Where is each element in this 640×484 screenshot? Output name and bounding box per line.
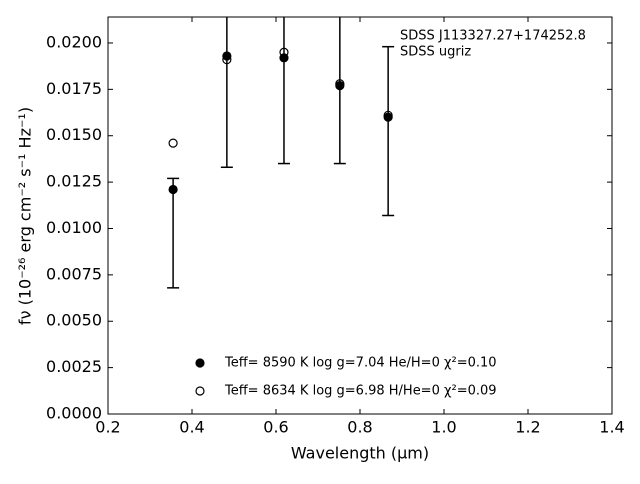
y-tick-label: 0.0050 (46, 311, 102, 330)
point (383, 110, 393, 120)
legend-marker (195, 358, 205, 368)
x-tick-label: 1.4 (599, 418, 624, 437)
point (335, 81, 345, 91)
y-tick-label: 0.0100 (46, 218, 102, 237)
point (279, 47, 289, 57)
y-tick-label: 0.0200 (46, 32, 102, 51)
y-tick-label: 0.0175 (46, 79, 102, 98)
y-tick-label: 0.0150 (46, 125, 102, 144)
plot-frame (107, 16, 613, 415)
legend-label: Teff= 8590 K log g=7.04 He/H=0 χ²=0.10 (224, 356, 497, 371)
legend-marker (195, 386, 205, 396)
annotation: SDSS ugriz (400, 45, 471, 60)
x-axis-label: Wavelength (μm) (291, 444, 429, 463)
x-tick-label: 0.2 (95, 418, 120, 437)
y-tick-label: 0.0025 (46, 357, 102, 376)
y-tick-label: 0.0125 (46, 172, 102, 191)
legend-label: Teff= 8634 K log g=6.98 H/He=0 χ²=0.09 (224, 384, 497, 399)
point (222, 55, 232, 65)
y-tick-label: 0.0075 (46, 264, 102, 283)
x-tick-label: 1.0 (431, 418, 456, 437)
x-tick-label: 0.6 (263, 418, 288, 437)
point (168, 184, 178, 195)
x-tick-label: 0.4 (179, 418, 204, 437)
y-axis-label: fν (10⁻²⁶ erg cm⁻² s⁻¹ Hz⁻¹) (16, 107, 35, 325)
y-tick-label: 0.0000 (46, 404, 102, 423)
point (383, 112, 393, 122)
x-tick-label: 1.2 (515, 418, 540, 437)
point (168, 138, 178, 148)
annotation: SDSS J113327.27+174252.8 (400, 29, 586, 44)
plot-area (167, 17, 395, 289)
point (335, 79, 345, 89)
x-tick-label: 0.8 (347, 418, 372, 437)
